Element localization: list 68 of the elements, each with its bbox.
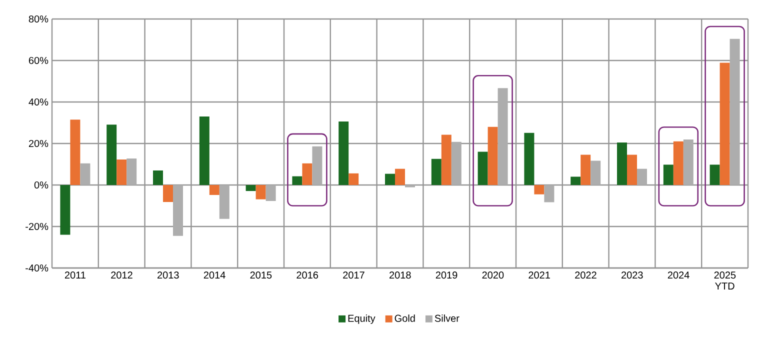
bar [395,168,406,185]
bar [348,173,359,185]
bar [219,185,230,219]
x-tick-label: 2020 [482,272,504,279]
x-tick-label: 2018 [390,272,411,279]
bar [524,132,534,185]
bar [431,158,442,185]
bar [637,168,648,185]
bar [60,185,70,235]
y-tick-label: 80% [28,15,48,23]
bar [580,154,591,185]
y-tick-label: 60% [28,56,48,64]
x-tick-label: 2024 [668,272,690,279]
y-tick-label: -20% [26,222,48,230]
bar [106,124,117,185]
bar [292,176,302,185]
bar [627,154,638,185]
bar [451,142,462,185]
y-tick-label: 40% [28,98,48,106]
bar [544,185,554,202]
bar [730,38,740,185]
bar [302,163,312,185]
x-tick-label: 2025 YTD [714,272,736,290]
x-tick-label: 2019 [436,272,458,279]
x-tick-label: 2017 [343,272,364,279]
bar [385,174,395,185]
bar [673,141,684,185]
bar [116,159,127,185]
bar [338,122,349,185]
bar [590,160,601,185]
x-tick-label: 2012 [111,272,132,279]
bar [266,185,276,201]
legend-label: Equity [348,314,376,324]
x-tick-label: 2016 [296,272,318,279]
bar [683,140,694,185]
bar [663,164,674,185]
y-tick-label: 20% [28,140,48,148]
x-tick-label: 2014 [204,272,226,279]
x-tick-label: 2011 [64,272,86,279]
y-tick-label: 0% [34,181,48,189]
bar [173,185,183,236]
bar [256,185,266,200]
x-tick-label: 2022 [575,272,596,279]
x-tick-label: 2021 [528,272,550,279]
bar [710,164,720,185]
bar [126,158,137,185]
bar [246,185,256,192]
x-tick-label: 2023 [622,272,643,279]
bar [209,185,220,195]
legend-label: Silver [434,314,460,322]
bar [617,142,628,185]
bar [720,62,730,185]
y-tick-label: -40% [26,264,48,272]
bar [80,163,90,185]
bar [312,146,322,185]
bar [441,134,452,185]
bar [570,176,581,185]
bar [478,152,488,185]
bar [70,120,80,185]
bar [534,185,544,194]
bar [488,126,498,185]
bar [199,116,210,185]
bar [163,185,174,202]
x-tick-label: 2013 [158,272,179,279]
bar [153,170,164,185]
x-tick-label: 2015 [250,272,272,279]
bar [498,88,508,185]
legend-label: Gold [394,314,415,322]
